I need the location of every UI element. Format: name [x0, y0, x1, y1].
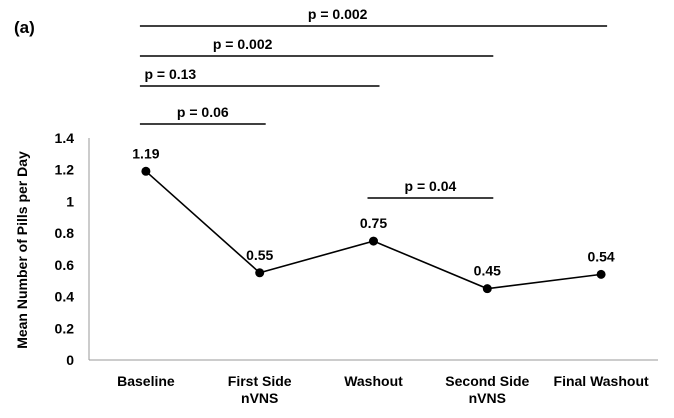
- x-tick-label: Baseline: [117, 373, 175, 389]
- y-tick-label: 1: [66, 193, 74, 209]
- significance-label: p = 0.04: [405, 178, 457, 194]
- y-tick-label: 0.4: [55, 289, 75, 305]
- y-tick-label: 0.2: [55, 320, 75, 336]
- x-tick-label-line: nVNS: [469, 390, 506, 406]
- data-point: [482, 284, 492, 294]
- y-tick-label: 0.6: [55, 257, 75, 273]
- data-point: [369, 236, 378, 246]
- x-tick-label: Washout: [344, 373, 403, 389]
- x-tick-label-line: Washout: [344, 373, 403, 389]
- y-tick-label: 1.4: [55, 130, 75, 146]
- y-tick-label: 1.2: [55, 162, 75, 178]
- y-axis-label: Mean Number of Pills per Day: [14, 151, 30, 349]
- x-tick-label-line: Final Washout: [554, 373, 649, 389]
- x-tick-label: First Side nVNS: [228, 373, 292, 406]
- data-point: [255, 268, 265, 278]
- x-tick-label-line: Baseline: [117, 373, 175, 389]
- data-label: 0.54: [587, 248, 614, 264]
- y-tick-label: 0: [66, 352, 74, 368]
- data-label: 0.45: [474, 263, 501, 279]
- data-label: 1.19: [132, 145, 159, 161]
- x-tick-label: Final Washout: [554, 373, 649, 389]
- x-tick-label-line: Second Side: [445, 373, 529, 389]
- data-point: [596, 269, 606, 279]
- significance-label: p = 0.13: [144, 66, 196, 82]
- data-point: [141, 166, 151, 176]
- data-label: 0.55: [246, 247, 273, 263]
- significance-label: p = 0.002: [308, 6, 368, 22]
- panel-label: (a): [14, 18, 35, 37]
- significance-label: p = 0.06: [177, 104, 229, 120]
- y-tick-label: 0.8: [55, 225, 75, 241]
- x-tick-label: Second Side nVNS: [445, 373, 529, 406]
- x-tick-label-line: nVNS: [241, 390, 278, 406]
- x-tick-label-line: First Side: [228, 373, 292, 389]
- significance-label: p = 0.002: [213, 36, 273, 52]
- data-label: 0.75: [360, 215, 387, 231]
